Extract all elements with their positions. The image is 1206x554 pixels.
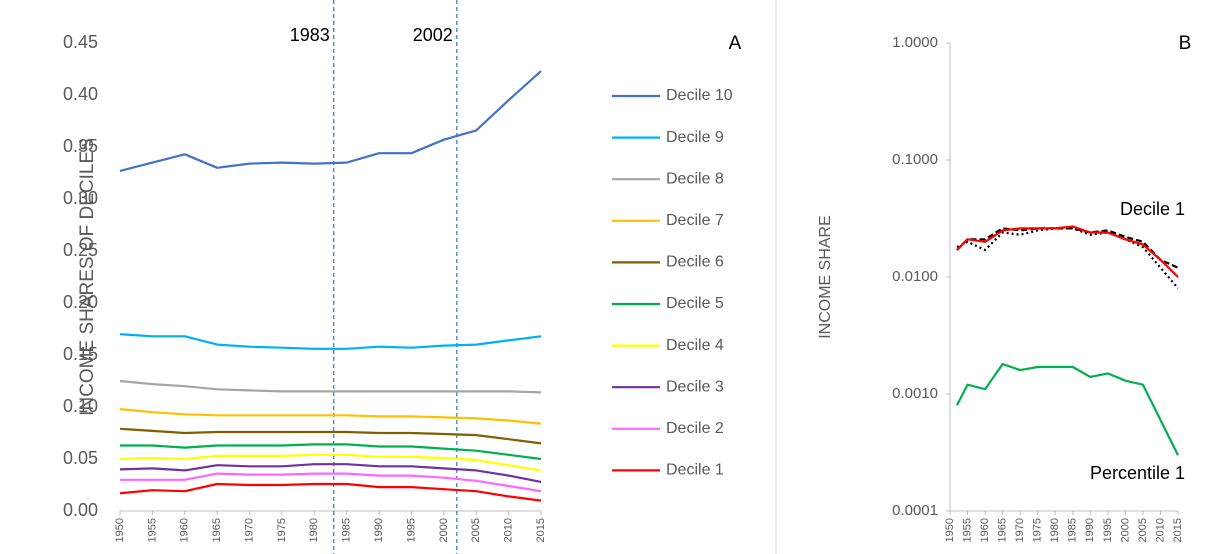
y-tick-label: 0.40 — [63, 84, 98, 104]
y-tick-label: 1.0000 — [892, 34, 938, 51]
y-tick-label: 0.45 — [63, 32, 98, 52]
x-tick-label: 1960 — [979, 518, 991, 542]
x-tick-label: 2000 — [438, 518, 450, 542]
y-tick-label: 0.0010 — [892, 385, 938, 402]
x-tick-label: 1995 — [1102, 518, 1114, 542]
legend-label: Decile 10 — [666, 87, 733, 104]
x-tick-label: 2005 — [470, 518, 482, 542]
y-tick-label: 0.25 — [63, 240, 98, 260]
series-line — [956, 227, 1179, 290]
legend-label: Decile 9 — [666, 129, 724, 146]
reference-label: 2002 — [413, 25, 453, 45]
series-line — [120, 443, 542, 461]
x-tick-label: 1975 — [276, 518, 288, 542]
reference-label: 1983 — [290, 25, 330, 45]
legend-label: Decile 3 — [666, 378, 724, 395]
x-tick-label: 1955 — [961, 518, 973, 542]
x-tick-label: 1980 — [308, 518, 320, 542]
y-tick-label: 0.05 — [63, 448, 98, 468]
series-line — [119, 427, 542, 445]
annotation: Decile 1 — [1120, 199, 1185, 219]
x-tick-label: 2000 — [1119, 518, 1131, 542]
panel-label: B — [1179, 33, 1192, 54]
x-tick-label: 1975 — [1032, 518, 1044, 542]
y-tick-label: 0.10 — [63, 396, 98, 416]
x-tick-label: 1995 — [405, 518, 417, 542]
y-axis-title: INCOME SHARE — [817, 215, 834, 339]
x-tick-label: 1985 — [341, 518, 353, 542]
x-tick-label: 1965 — [211, 518, 223, 542]
x-tick-label: 1985 — [1067, 518, 1079, 542]
series-line — [119, 482, 542, 502]
panel-label: A — [729, 33, 742, 54]
series-line — [956, 225, 1179, 278]
x-tick-label: 2010 — [503, 518, 515, 542]
x-tick-label: 2015 — [535, 518, 547, 542]
series-line — [119, 379, 542, 394]
legend-label: Decile 2 — [666, 420, 724, 437]
x-tick-label: 1960 — [179, 518, 191, 542]
legend-label: Decile 7 — [666, 212, 724, 229]
y-tick-label: 0.15 — [63, 344, 98, 364]
y-tick-label: 0.0001 — [892, 502, 938, 519]
series-line — [119, 463, 542, 483]
x-tick-label: 1970 — [243, 518, 255, 542]
series-line — [119, 70, 542, 172]
legend-label: Decile 1 — [666, 462, 724, 479]
y-tick-label: 0.0100 — [892, 268, 938, 285]
x-tick-label: 2015 — [1172, 518, 1184, 542]
x-tick-label: 2005 — [1137, 518, 1149, 542]
annotation: Percentile 1 — [1090, 463, 1185, 483]
y-tick-label: 0.20 — [63, 292, 98, 312]
legend-label: Decile 6 — [666, 254, 724, 271]
x-tick-label: 1990 — [373, 518, 385, 542]
series-line — [119, 333, 542, 350]
y-tick-label: 0.1000 — [892, 151, 938, 168]
x-tick-label: 1950 — [944, 518, 956, 542]
x-tick-label: 1980 — [1049, 518, 1061, 542]
x-tick-label: 1965 — [997, 518, 1009, 542]
x-tick-label: 1970 — [1014, 518, 1026, 542]
y-tick-label: 0.30 — [63, 188, 98, 208]
x-tick-label: 1955 — [146, 518, 158, 542]
legend-label: Decile 4 — [666, 337, 724, 354]
x-tick-label: 1990 — [1084, 518, 1096, 542]
y-tick-label: 0.35 — [63, 136, 98, 156]
series-line — [956, 227, 1179, 269]
series-line — [956, 363, 1179, 456]
series-line — [120, 472, 542, 493]
legend-label: Decile 5 — [666, 295, 724, 312]
series-line — [119, 408, 542, 425]
x-tick-label: 2010 — [1154, 518, 1166, 542]
series-line — [119, 453, 542, 472]
x-tick-label: 1950 — [114, 518, 126, 542]
legend-label: Decile 8 — [666, 170, 724, 187]
y-tick-label: 0.00 — [63, 500, 98, 520]
y-axis-title: INCOME SHARES OF DECILES — [77, 138, 98, 416]
